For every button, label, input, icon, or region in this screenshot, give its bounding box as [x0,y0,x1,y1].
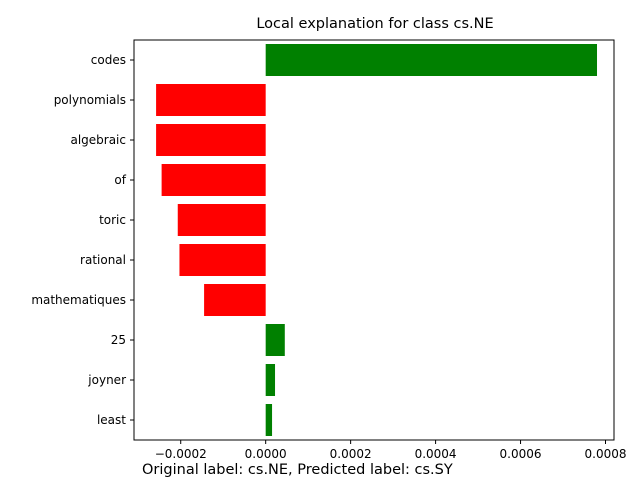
bar-rational [179,244,266,276]
y-tick-label: polynomials [54,93,126,107]
x-tick-label: 0.0004 [415,447,457,461]
bar-polynomials [156,84,266,116]
y-tick-label: 25 [111,333,126,347]
y-tick-label: algebraic [70,133,126,147]
bar-least [265,404,273,436]
bar-mathematiques [204,284,266,316]
y-tick-label: of [114,173,126,187]
bar-25 [265,324,285,356]
y-tick-label: joyner [87,373,126,387]
y-tick-label: toric [99,213,126,227]
x-tick-label: −0.0002 [155,447,207,461]
y-axis: codes polynomials algebraic of toric rational… [31,53,134,427]
chart-title: Local explanation for class cs.NE [256,16,493,32]
bar-algebraic [156,124,266,156]
y-tick-label: least [97,413,126,427]
bar-toric [177,204,266,236]
bar-of [161,164,266,196]
chart-caption: Original label: cs.NE, Predicted label: … [142,462,453,478]
y-tick-label: codes [91,53,126,67]
x-tick-label: 0.0008 [585,447,627,461]
x-tick-label: 0.0000 [245,447,287,461]
plot-frame [133,39,615,441]
bar-joyner [265,364,276,396]
x-tick-label: 0.0002 [330,447,372,461]
x-tick-label: 0.0006 [500,447,542,461]
bars [156,44,598,436]
x-axis: −0.0002 0.0000 0.0002 0.0004 0.0006 0.0008 [155,440,627,461]
y-tick-label: rational [80,253,126,267]
y-tick-label: mathematiques [31,293,126,307]
bar-codes [265,44,598,76]
